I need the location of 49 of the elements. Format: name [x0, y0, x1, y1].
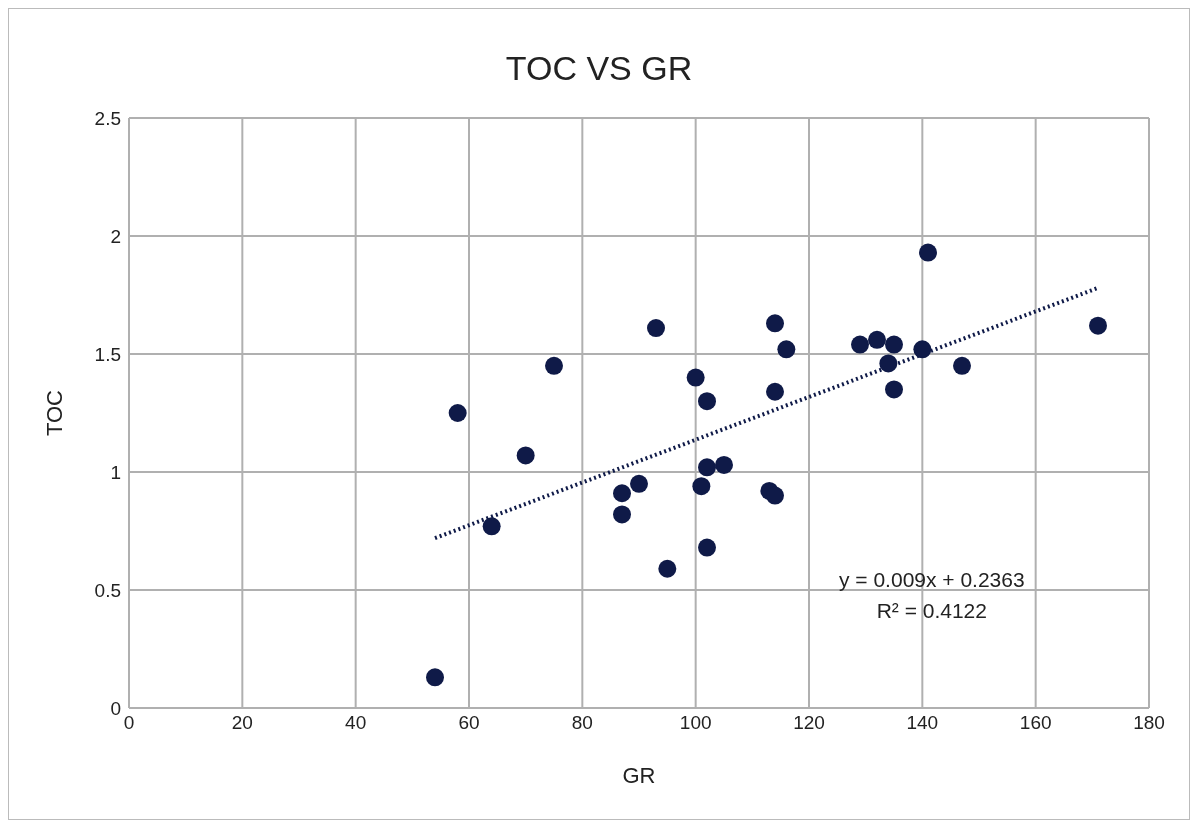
point — [686, 368, 705, 387]
y-tick-label: 1.5 — [94, 343, 121, 365]
y-tick-label: 0 — [110, 697, 121, 719]
x-tick-label: 20 — [231, 712, 253, 734]
x-tick-label: 40 — [345, 712, 367, 734]
point — [613, 484, 631, 503]
point — [613, 505, 631, 524]
point — [885, 380, 903, 399]
x-tick-label: 80 — [571, 712, 593, 734]
point — [448, 404, 467, 422]
annotation: R² = 0.4122 — [875, 598, 988, 624]
point — [692, 477, 711, 496]
point — [766, 486, 784, 505]
point — [851, 335, 869, 354]
point — [715, 455, 733, 474]
y-tick-label: 2.5 — [94, 107, 121, 129]
point — [919, 243, 937, 262]
y-tick-label: 0.5 — [94, 579, 121, 601]
point — [545, 356, 563, 375]
point — [953, 356, 971, 375]
point — [647, 319, 665, 338]
x-tick-label: 60 — [458, 712, 480, 734]
point — [885, 335, 903, 354]
point — [766, 314, 784, 333]
point — [698, 458, 716, 477]
y-tick-label: 1 — [110, 461, 121, 483]
point — [1089, 316, 1107, 335]
point — [658, 559, 677, 578]
point — [777, 340, 796, 359]
y-tick-label: 2 — [110, 225, 121, 247]
x-tick-label: 180 — [1133, 712, 1165, 734]
point — [868, 330, 886, 349]
y-axis-title: TOC — [41, 389, 67, 437]
point — [766, 382, 784, 401]
point — [698, 538, 716, 557]
x-axis-title: GR — [622, 763, 656, 788]
point — [426, 668, 444, 687]
x-tick-label: 120 — [793, 712, 825, 734]
x-tick-label: 160 — [1019, 712, 1052, 734]
point — [516, 446, 535, 465]
x-tick-label: 140 — [906, 712, 939, 734]
point — [482, 517, 501, 536]
point — [630, 474, 648, 493]
point — [698, 392, 716, 411]
x-tick-label: 100 — [679, 712, 712, 734]
point — [879, 354, 898, 373]
chart-title: TOC VS GR — [504, 49, 694, 88]
point — [913, 340, 932, 359]
annotation: y = 0.009x + 0.2363 — [839, 567, 1025, 593]
